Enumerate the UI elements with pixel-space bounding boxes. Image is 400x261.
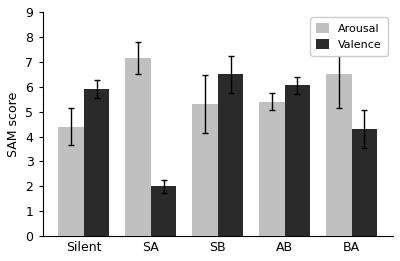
Bar xyxy=(192,104,218,236)
Bar xyxy=(285,85,310,236)
Bar xyxy=(84,89,109,236)
Bar xyxy=(352,129,377,236)
Bar xyxy=(126,58,151,236)
Bar xyxy=(151,186,176,236)
Bar xyxy=(326,74,352,236)
Bar xyxy=(259,102,285,236)
Legend: Arousal, Valence: Arousal, Valence xyxy=(310,17,388,56)
Bar xyxy=(58,127,84,236)
Bar xyxy=(218,74,243,236)
Y-axis label: SAM score: SAM score xyxy=(7,91,20,157)
